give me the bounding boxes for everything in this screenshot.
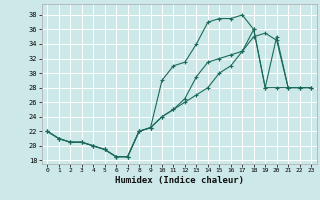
X-axis label: Humidex (Indice chaleur): Humidex (Indice chaleur) bbox=[115, 176, 244, 185]
